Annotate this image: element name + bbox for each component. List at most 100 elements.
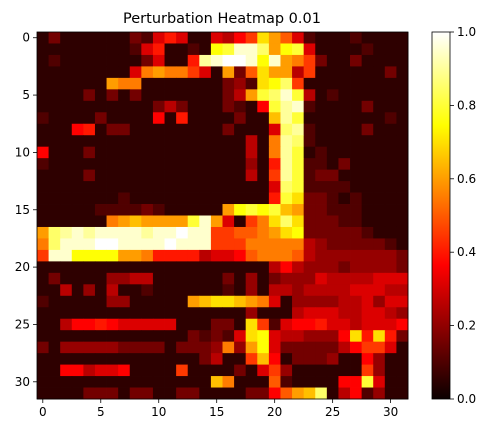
heatmap-cell: [106, 100, 119, 113]
heatmap-cell: [257, 261, 270, 274]
heatmap-cell: [257, 364, 270, 377]
heatmap-cell: [94, 100, 107, 113]
heatmap-cell: [350, 284, 363, 297]
heatmap-cell: [129, 54, 142, 67]
heatmap-cell: [257, 181, 270, 193]
heatmap-cell: [315, 215, 328, 228]
heatmap-cell: [48, 158, 61, 171]
heatmap-cell: [384, 89, 397, 102]
heatmap-cell: [350, 376, 363, 388]
heatmap-cell: [373, 226, 386, 239]
heatmap-cell: [361, 158, 374, 171]
heatmap-cell: [361, 215, 374, 228]
heatmap-cell: [210, 295, 223, 308]
heatmap-cell: [303, 284, 316, 297]
heatmap-cell: [48, 341, 61, 354]
heatmap-cell: [373, 318, 386, 331]
heatmap-cell: [361, 284, 374, 297]
heatmap-cell: [303, 387, 316, 400]
heatmap-cell: [71, 376, 84, 388]
heatmap-cell: [222, 318, 235, 331]
heatmap-cell: [234, 169, 247, 182]
heatmap-cell: [60, 272, 73, 285]
heatmap-cell: [396, 146, 409, 159]
heatmap-cell: [350, 89, 363, 102]
heatmap-cell: [164, 181, 177, 193]
heatmap-cell: [315, 77, 328, 90]
heatmap-cell: [373, 77, 386, 90]
heatmap-cell: [350, 100, 363, 113]
heatmap-cell: [222, 123, 235, 136]
heatmap-cell: [384, 364, 397, 377]
heatmap-cell: [280, 77, 293, 90]
heatmap-cell: [129, 146, 142, 159]
heatmap-cell: [303, 226, 316, 239]
heatmap-cell: [245, 66, 258, 79]
heatmap-cell: [48, 181, 61, 193]
heatmap-cell: [361, 353, 374, 365]
heatmap-cell: [199, 158, 212, 171]
heatmap-cell: [361, 272, 374, 285]
heatmap-cell: [373, 158, 386, 171]
heatmap-cell: [350, 226, 363, 239]
y-tick-label: 5: [22, 88, 30, 102]
heatmap-cell: [83, 77, 96, 90]
heatmap-cell: [187, 169, 200, 182]
heatmap-cell: [94, 226, 107, 239]
heatmap-cell: [234, 376, 247, 388]
heatmap-cell: [106, 181, 119, 193]
heatmap-cell: [350, 341, 363, 354]
heatmap-cell: [245, 89, 258, 102]
heatmap-cell: [83, 353, 96, 365]
heatmap-cell: [210, 135, 223, 148]
heatmap-cell: [234, 54, 247, 67]
heatmap-cell: [94, 123, 107, 136]
heatmap-cell: [268, 112, 281, 125]
heatmap-cell: [292, 43, 305, 56]
heatmap-cell: [303, 318, 316, 331]
heatmap-cell: [361, 295, 374, 308]
heatmap-cell: [245, 215, 258, 228]
heatmap-cell: [210, 353, 223, 365]
heatmap-cell: [152, 32, 165, 44]
heatmap-cell: [106, 146, 119, 159]
heatmap-cell: [164, 353, 177, 365]
heatmap-cell: [83, 43, 96, 56]
heatmap-cell: [118, 89, 131, 102]
heatmap-cell: [326, 158, 339, 171]
heatmap-cell: [152, 284, 165, 297]
heatmap-cell: [164, 43, 177, 56]
heatmap-cell: [164, 32, 177, 44]
heatmap-cell: [396, 376, 409, 388]
heatmap-cell: [315, 364, 328, 377]
heatmap-cell: [326, 112, 339, 125]
heatmap-cell: [129, 330, 142, 343]
heatmap-cell: [129, 204, 142, 216]
heatmap-cell: [350, 272, 363, 285]
heatmap-cell: [176, 226, 189, 239]
heatmap-cell: [60, 204, 73, 216]
heatmap-cell: [257, 66, 270, 79]
heatmap-cell: [48, 66, 61, 79]
heatmap-cell: [234, 89, 247, 102]
heatmap-cell: [106, 123, 119, 136]
heatmap-cell: [292, 89, 305, 102]
heatmap-cell: [176, 238, 189, 251]
heatmap-cell: [280, 32, 293, 44]
heatmap-cell: [396, 112, 409, 125]
heatmap-cell: [326, 135, 339, 148]
heatmap-cell: [106, 43, 119, 56]
heatmap-cell: [141, 192, 154, 205]
colorbar-tick-label: 0.2: [457, 319, 476, 333]
heatmap-cell: [60, 387, 73, 400]
heatmap-cell: [164, 341, 177, 354]
heatmap-cell: [292, 112, 305, 125]
heatmap-cell: [141, 100, 154, 113]
heatmap-cell: [292, 387, 305, 400]
heatmap-cell: [361, 32, 374, 44]
heatmap-cell: [60, 249, 73, 262]
heatmap-cell: [176, 66, 189, 79]
heatmap-cell: [268, 364, 281, 377]
heatmap-cell: [48, 112, 61, 125]
heatmap-cell: [83, 249, 96, 262]
